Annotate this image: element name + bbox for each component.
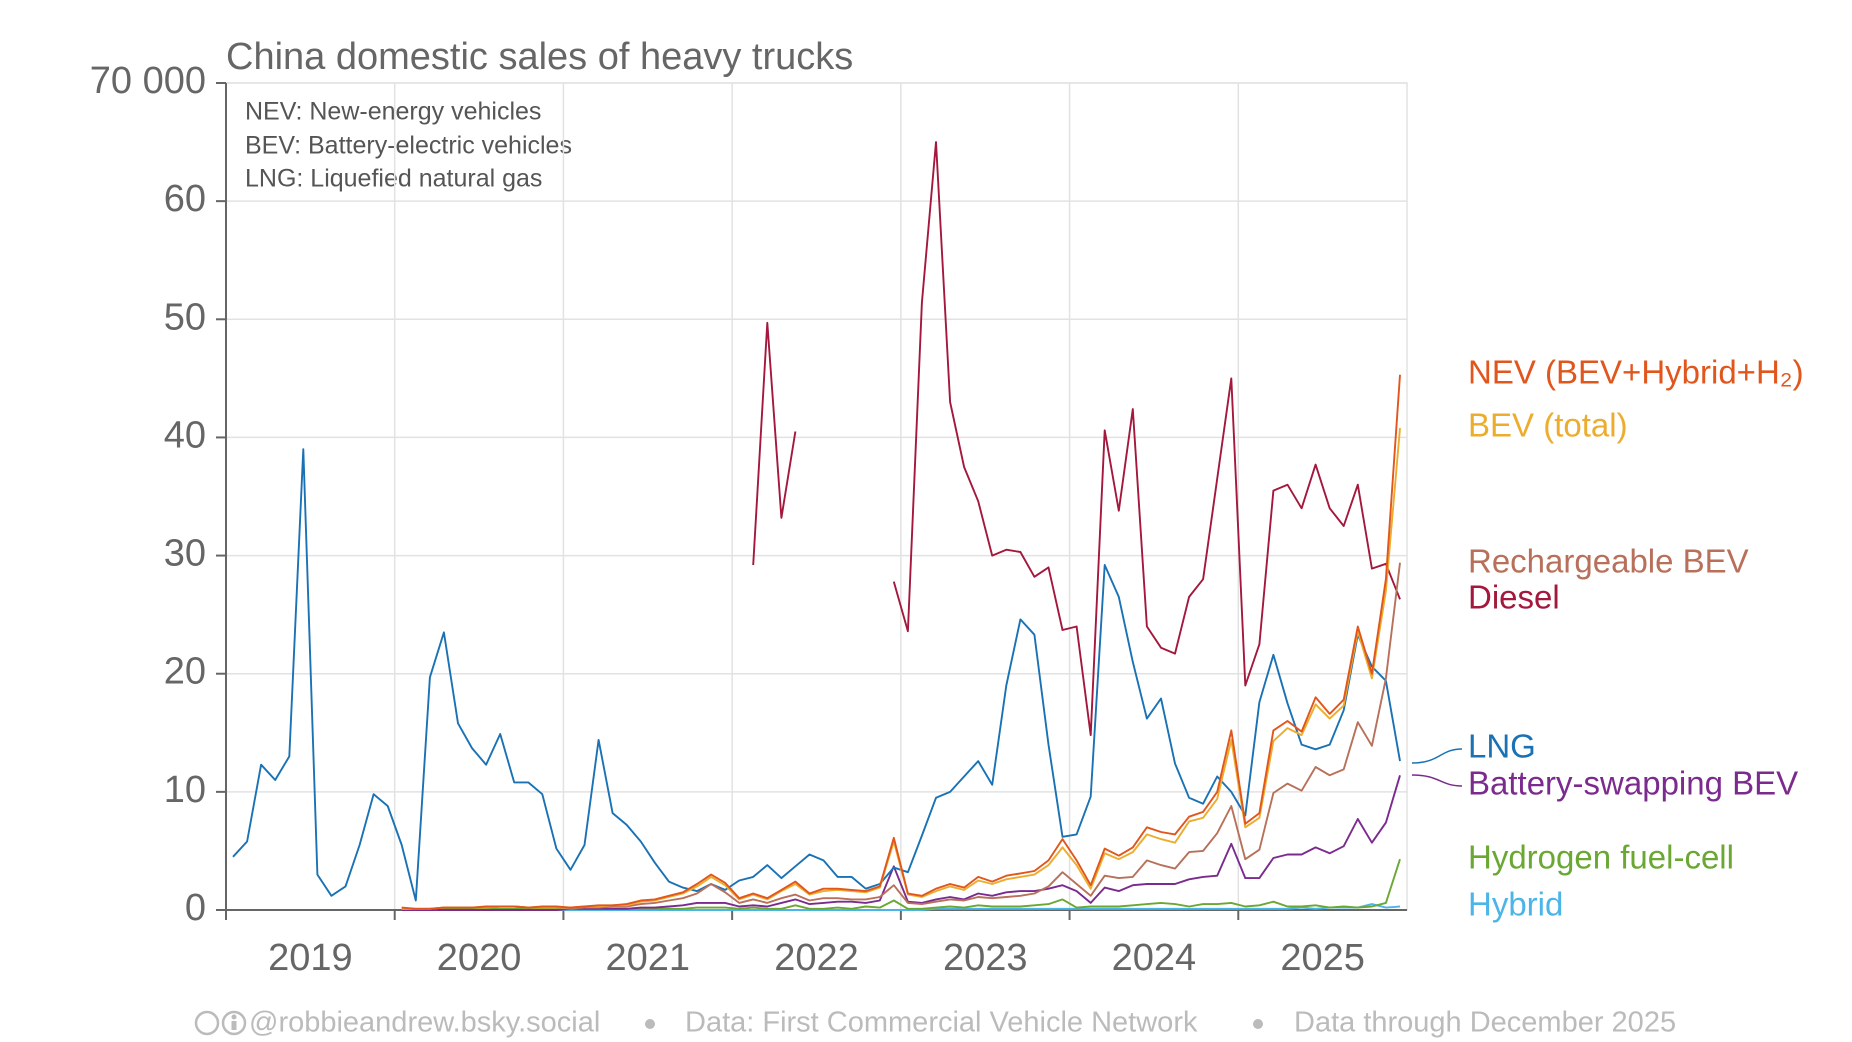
y-tick-label: 30 xyxy=(164,533,206,575)
y-tick-label: 60 xyxy=(164,178,206,220)
x-tick-label: 2023 xyxy=(943,937,1028,979)
series-label: LNG xyxy=(1468,728,1536,765)
x-tick-label: 2024 xyxy=(1112,937,1197,979)
footer-through: Data through December 2025 xyxy=(1294,1007,1676,1039)
y-tick-label: 20 xyxy=(164,651,206,693)
series-line xyxy=(752,141,1401,737)
x-tick-label: 2019 xyxy=(268,937,353,979)
series-line xyxy=(401,562,1401,910)
series-line xyxy=(401,374,1401,910)
label-connector xyxy=(1411,748,1463,764)
series-label: Hydrogen fuel-cell xyxy=(1468,839,1734,876)
y-tick-label: 70 000 xyxy=(90,60,206,102)
series-label: Rechargeable BEV xyxy=(1468,543,1749,580)
series-label: Hybrid xyxy=(1468,886,1563,923)
y-tick-label: 40 xyxy=(164,414,206,456)
series-line xyxy=(232,448,1401,902)
plot-frame xyxy=(225,82,1408,911)
x-tick-label: 2022 xyxy=(774,937,859,979)
series-label: Diesel xyxy=(1468,579,1560,616)
cc-icon xyxy=(194,1010,247,1036)
separator xyxy=(645,1019,655,1029)
x-tick-label: 2021 xyxy=(606,937,691,979)
separator xyxy=(1253,1019,1263,1029)
footer-source: Data: First Commercial Vehicle Network xyxy=(685,1007,1198,1039)
label-connector xyxy=(1411,774,1463,787)
footer-credit: @robbieandrew.bsky.social xyxy=(249,1007,600,1039)
chart-title: China domestic sales of heavy trucks xyxy=(226,36,853,78)
series-label: BEV (total) xyxy=(1468,407,1628,444)
x-tick-label: 2025 xyxy=(1280,937,1365,979)
y-tick-label: 50 xyxy=(164,296,206,338)
series-label: Battery-swapping BEV xyxy=(1468,765,1798,802)
y-tick-label: 10 xyxy=(164,769,206,811)
series-line xyxy=(401,903,1401,911)
y-tick-label: 0 xyxy=(185,887,206,929)
annotation: BEV: Battery-electric vehicles xyxy=(245,132,572,160)
annotation: NEV: New-energy vehicles xyxy=(245,98,541,126)
annotation: LNG: Liquefied natural gas xyxy=(245,165,542,193)
x-tick-label: 2020 xyxy=(437,937,522,979)
series-label: NEV (BEV+Hybrid+H₂) xyxy=(1468,354,1804,391)
